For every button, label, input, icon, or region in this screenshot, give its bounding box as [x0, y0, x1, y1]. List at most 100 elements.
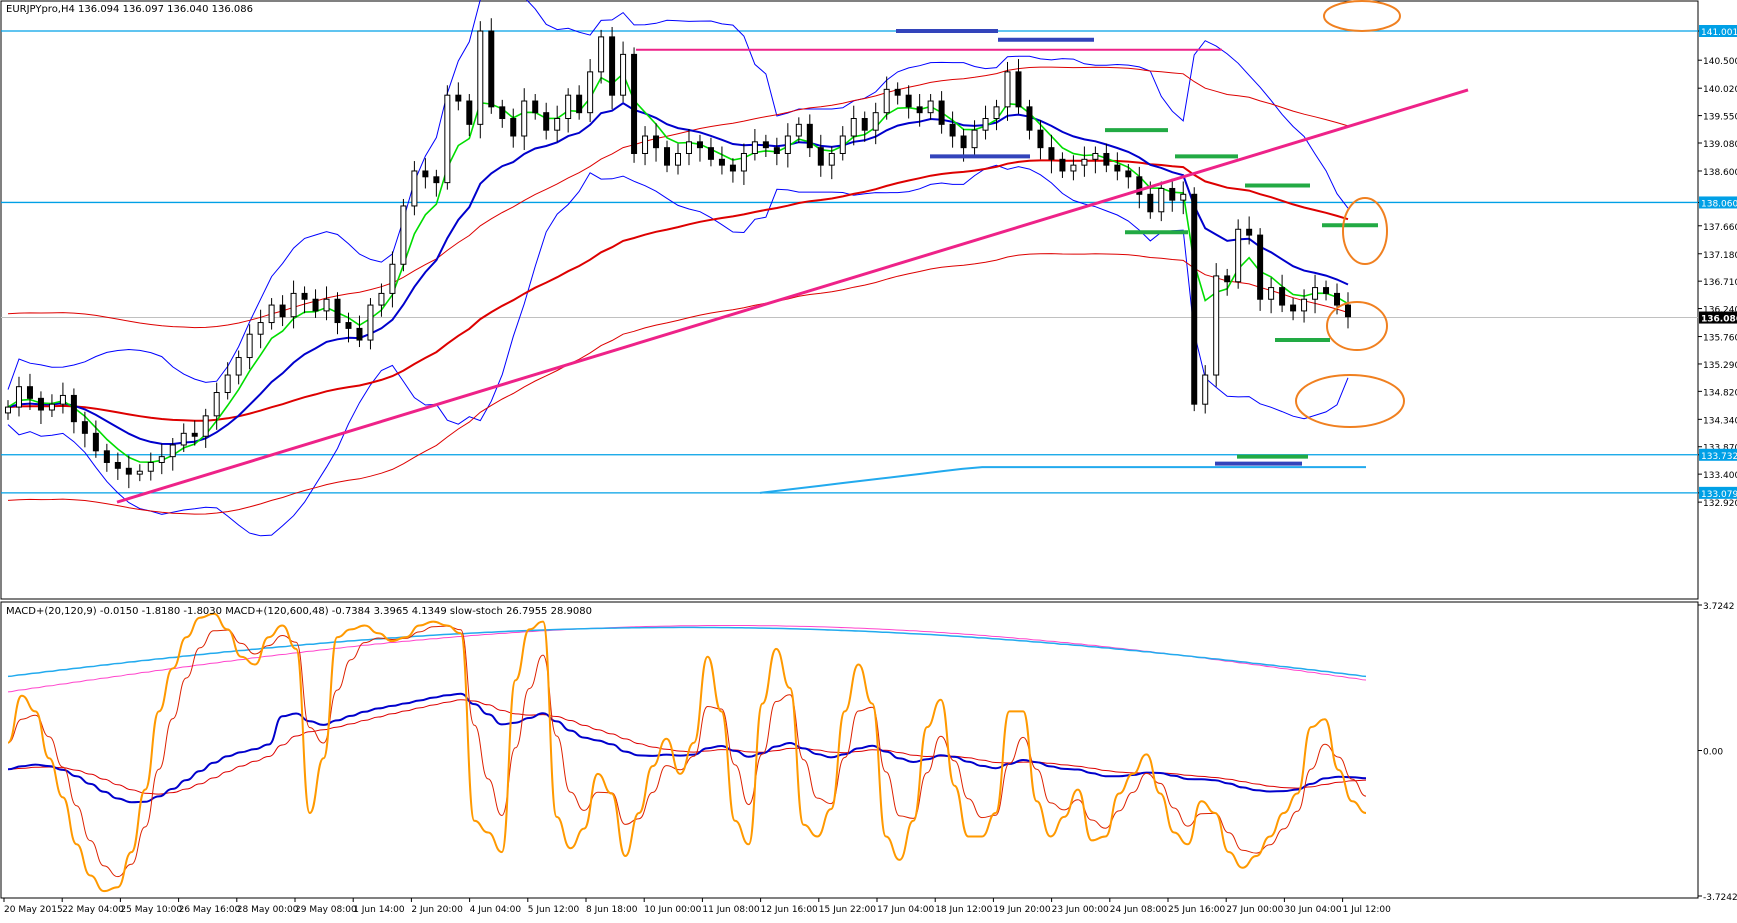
candle-body: [1070, 164, 1077, 172]
time-tick-label: 20 May 2015: [4, 905, 63, 915]
candle-body: [1323, 287, 1330, 294]
candle-body: [1037, 129, 1044, 149]
current-price-bg: [1699, 311, 1737, 324]
time-tick-label: 4 Jun 04:00: [470, 905, 522, 915]
time-tick-label: 28 May 00:00: [237, 905, 299, 915]
candle-body: [927, 100, 934, 114]
price-tick-label: 136.240: [1703, 306, 1737, 316]
candle-body: [202, 415, 209, 437]
candle-body: [1224, 275, 1231, 283]
candle-body: [433, 176, 440, 184]
annotation-ellipse: [1326, 301, 1388, 351]
time-tick-label: 12 Jun 16:00: [761, 905, 818, 915]
time-tick-label: 25 May 10:00: [120, 905, 182, 915]
time-tick-label: 15 Jun 22:00: [819, 905, 876, 915]
price-axis: 141.001 140.500 140.020 139.550 139.080 138.6…: [1698, 25, 1737, 903]
candle-body: [631, 53, 638, 154]
candle-body: [1114, 164, 1121, 172]
candle-body: [718, 158, 725, 166]
stoch-main-line: [7, 612, 1367, 893]
price-panel[interactable]: [1, 0, 1698, 537]
candle-body: [949, 123, 956, 137]
candle-body: [1235, 228, 1242, 283]
candle-body: [70, 394, 77, 423]
price-tick-label: 137.660: [1703, 223, 1737, 233]
price-tick-label: 137.180: [1703, 251, 1737, 261]
candle-body: [1048, 147, 1055, 160]
candle-body: [1257, 234, 1264, 300]
macd-panel[interactable]: [7, 612, 1367, 893]
level-label-bg: [1699, 448, 1737, 461]
candle-body: [180, 432, 187, 446]
candle-body: [1125, 170, 1132, 178]
time-tick-label: 22 May 04:00: [62, 905, 124, 915]
candle-body: [59, 394, 66, 405]
candle-body: [828, 152, 835, 166]
candle-body: [235, 357, 242, 376]
macd-tick-label: 3.7242: [1703, 602, 1735, 612]
price-panel-frame: [0, 0, 1699, 600]
candle-body: [587, 71, 594, 114]
candle-body: [675, 152, 681, 166]
price-tick-label: 135.760: [1703, 334, 1737, 344]
candle-body: [411, 170, 418, 207]
time-tick-label: 29 May 08:00: [295, 905, 357, 915]
time-tick-label: 24 Jun 08:00: [1110, 905, 1167, 915]
candle-body: [1026, 106, 1033, 131]
candle-body: [916, 106, 923, 114]
candle-body: [5, 406, 11, 414]
candle-body: [1279, 287, 1286, 306]
bollinger-lower-line: [7, 164, 1349, 537]
time-tick-label: 8 Jun 18:00: [586, 905, 638, 915]
price-tick-label: 139.550: [1703, 113, 1737, 123]
candle-body: [905, 94, 912, 108]
candle-body: [1092, 152, 1099, 160]
candle-body: [971, 129, 978, 149]
candle-body: [554, 118, 561, 131]
candle-body: [598, 36, 605, 73]
candle-body: [729, 164, 736, 172]
candle-body: [707, 147, 714, 160]
stoch-signal-line: [7, 625, 1367, 878]
price-tick-label: 134.340: [1703, 416, 1737, 426]
time-tick-label: 11 Jun 08:00: [702, 905, 759, 915]
candle-body: [1246, 228, 1253, 236]
candle-body: [839, 135, 846, 154]
main-header-text: EURJPYpro,H4 136.094 136.097 136.040 136…: [6, 4, 253, 15]
price-tick-label: 133.400: [1703, 471, 1737, 481]
level-label-bg: [1699, 196, 1737, 209]
time-tick-label: 1 Jun 14:00: [353, 905, 405, 915]
candle-body: [26, 386, 33, 399]
level-label: 133.079: [1701, 490, 1737, 500]
candle-body: [1345, 304, 1351, 318]
candle-body: [191, 432, 198, 437]
candle-body: [169, 444, 176, 458]
candle-body: [213, 392, 220, 417]
candle-body: [982, 118, 989, 131]
candle-body: [378, 292, 385, 306]
annotation-ellipse: [1295, 374, 1405, 428]
price-tick-label: 140.020: [1703, 85, 1737, 95]
time-tick-label: 30 Jun 04:00: [1284, 905, 1341, 915]
candle-body: [356, 327, 363, 341]
macd-tick-label: 0.00: [1703, 748, 1723, 758]
candle-body: [136, 470, 143, 475]
candle-body: [114, 461, 121, 469]
candle-body: [850, 118, 857, 137]
time-tick-label: 25 Jun 16:00: [1168, 905, 1225, 915]
price-tick-label: 135.290: [1703, 361, 1737, 371]
candle-body: [48, 403, 55, 411]
candle-body: [444, 94, 451, 184]
time-tick-label: 23 Jun 00:00: [1052, 905, 1109, 915]
level-label: 133.732: [1701, 452, 1737, 462]
candle-body: [762, 141, 769, 149]
candle-body: [565, 94, 572, 120]
candle-body: [1312, 287, 1319, 300]
candle-body: [455, 94, 462, 102]
candle-body: [1103, 152, 1110, 166]
candle-body: [345, 322, 352, 329]
slow-ma-line: [7, 159, 1349, 422]
candle-body: [795, 123, 802, 137]
